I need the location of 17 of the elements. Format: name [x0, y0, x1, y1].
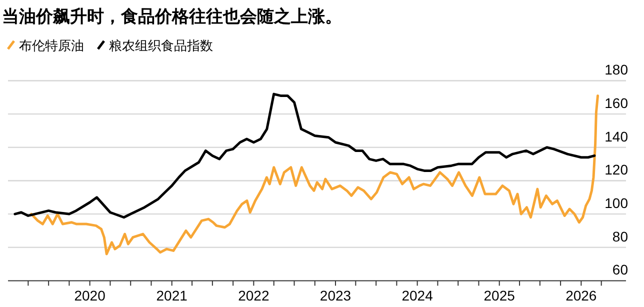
legend-label: 粮农组织食品指数: [109, 38, 213, 53]
x-tick-label: 2026: [566, 288, 597, 304]
x-tick-label: 2023: [320, 288, 352, 304]
y-tick-label: 180: [604, 62, 628, 78]
x-tick-label: 2025: [484, 288, 516, 304]
y-tick-label: 80: [612, 228, 628, 244]
y-tick-label: 140: [604, 128, 628, 144]
legend-label: 布伦特原油: [19, 38, 84, 53]
x-tick-label: 2022: [238, 288, 270, 304]
x-tick-label: 2020: [74, 288, 106, 304]
x-tick-label: 2024: [402, 288, 434, 304]
y-tick-label: 60: [612, 262, 628, 278]
chart-title: 当油价飙升时，食品价格往往也会随之上涨。: [2, 7, 342, 26]
x-tick-label: 2021: [156, 288, 188, 304]
y-tick-label: 160: [604, 95, 628, 112]
y-tick-label: 120: [604, 162, 628, 178]
y-tick-label: 100: [604, 195, 628, 212]
